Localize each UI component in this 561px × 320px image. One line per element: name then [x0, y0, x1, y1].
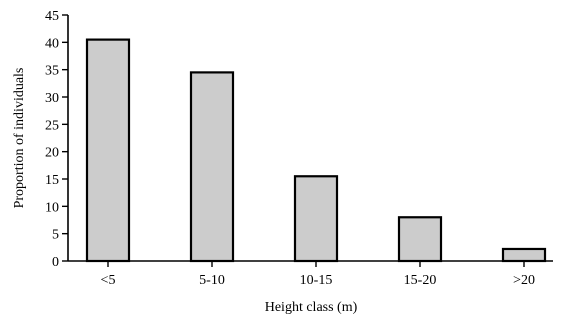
x-tick-label: 5-10 [199, 273, 225, 288]
x-tick-label: 15-20 [404, 273, 437, 288]
y-axis-ticks: 0 5 10 15 20 25 30 35 40 45 [45, 9, 68, 270]
bar [397, 216, 443, 263]
y-tick-label: 35 [45, 64, 59, 79]
y-tick-label: 5 [52, 228, 59, 243]
y-axis-title: Proportion of individuals [12, 68, 27, 209]
x-tick-label: <5 [101, 273, 116, 288]
y-tick-label: 25 [45, 118, 59, 133]
bar [85, 38, 131, 263]
y-tick-label: 15 [45, 173, 59, 188]
y-tick-label: 45 [45, 9, 59, 24]
bars [85, 38, 547, 263]
y-tick-label: 10 [45, 200, 59, 215]
x-axis-title: Height class (m) [265, 300, 358, 315]
bar [501, 247, 547, 263]
y-tick-label: 0 [52, 255, 59, 270]
y-tick-label: 20 [45, 146, 59, 161]
y-tick-label: 40 [45, 36, 59, 51]
bar [293, 175, 339, 263]
y-tick-label: 30 [45, 91, 59, 106]
x-axis-ticks: <5 5-10 10-15 15-20 >20 [101, 261, 535, 288]
x-tick-label: 10-15 [300, 273, 333, 288]
bar [189, 71, 235, 263]
x-tick-label: >20 [513, 273, 535, 288]
